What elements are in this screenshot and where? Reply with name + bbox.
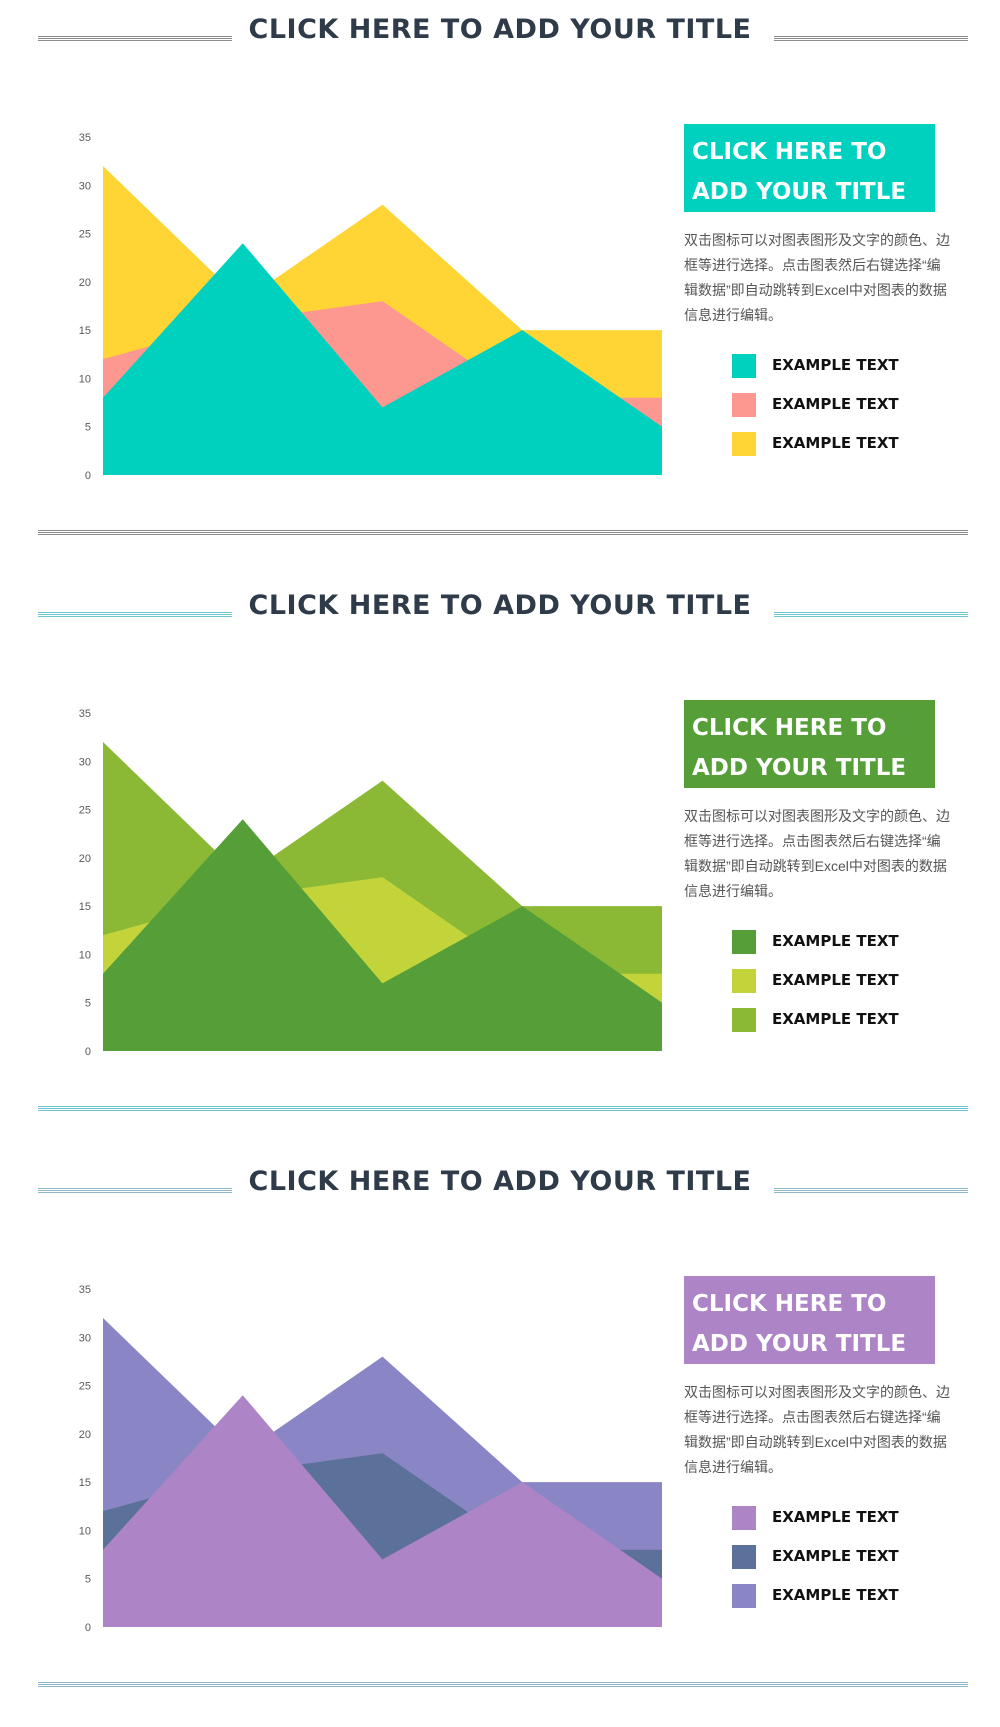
area-chart[interactable]: 0 5 10 15 20 25 30 35: [60, 696, 680, 1066]
area-series-3[interactable]: [103, 819, 662, 1051]
y-tick-label: 10: [79, 373, 91, 385]
y-tick-label: 20: [79, 277, 91, 289]
y-tick-label: 35: [79, 1284, 91, 1296]
heading-rule-right: [774, 36, 968, 41]
y-tick-label: 25: [79, 229, 91, 241]
y-tick-label: 15: [79, 1477, 91, 1489]
legend-label: EXAMPLE TEXT: [772, 356, 899, 374]
legend-label: EXAMPLE TEXT: [772, 971, 899, 989]
area-series-3[interactable]: [103, 243, 662, 475]
title-box[interactable]: CLICK HERE TO ADD YOUR TITLE: [684, 700, 935, 788]
legend-swatch: [732, 1584, 756, 1608]
chart-panel-3: CLICK HERE TO ADD YOUR TITLE 0 5 10 15 20 25 3…: [0, 1152, 1000, 1727]
legend-label: EXAMPLE TEXT: [772, 1010, 899, 1028]
area-series-3[interactable]: [103, 1395, 662, 1627]
heading-rule-left: [38, 36, 232, 41]
y-tick-label: 25: [79, 805, 91, 817]
legend-swatch: [732, 354, 756, 378]
y-tick-label: 20: [79, 853, 91, 865]
legend-swatch: [732, 432, 756, 456]
title-box[interactable]: CLICK HERE TO ADD YOUR TITLE: [684, 1276, 935, 1364]
legend-swatch: [732, 930, 756, 954]
y-tick-label: 20: [79, 1429, 91, 1441]
y-tick-label: 30: [79, 1332, 91, 1344]
y-tick-label: 5: [85, 422, 91, 434]
chart-panel-1: CLICK HERE TO ADD YOUR TITLE 0 5 10 15 20 25 3…: [0, 0, 1000, 575]
y-tick-label: 30: [79, 756, 91, 768]
description-text[interactable]: 双击图标可以对图表图形及文字的颜色、边框等进行选择。点击图表然后右键选择“编辑数…: [684, 1384, 950, 1475]
legend-label: EXAMPLE TEXT: [772, 395, 899, 413]
heading-rule-left: [38, 612, 232, 617]
legend-label: EXAMPLE TEXT: [772, 1508, 899, 1526]
legend-swatch: [732, 1506, 756, 1530]
area-chart[interactable]: 0 5 10 15 20 25 30 35: [60, 120, 680, 490]
heading-rule-left: [38, 1188, 232, 1193]
y-tick-label: 10: [79, 949, 91, 961]
chart-panel-2: CLICK HERE TO ADD YOUR TITLE 0 5 10 15 20 25 3…: [0, 576, 1000, 1151]
heading-rule-right: [774, 612, 968, 617]
y-tick-label: 0: [85, 1046, 91, 1058]
legend-swatch: [732, 1008, 756, 1032]
y-tick-label: 30: [79, 180, 91, 192]
section-divider: [38, 530, 968, 535]
description-text[interactable]: 双击图标可以对图表图形及文字的颜色、边框等进行选择。点击图表然后右键选择“编辑数…: [684, 232, 950, 323]
legend-swatch: [732, 969, 756, 993]
section-heading[interactable]: CLICK HERE TO ADD YOUR TITLE: [248, 590, 752, 621]
y-tick-label: 5: [85, 998, 91, 1010]
y-tick-label: 0: [85, 1622, 91, 1634]
area-chart[interactable]: 0 5 10 15 20 25 30 35: [60, 1272, 680, 1642]
y-tick-label: 0: [85, 470, 91, 482]
section-heading[interactable]: CLICK HERE TO ADD YOUR TITLE: [248, 1166, 752, 1197]
heading-rule-right: [774, 1188, 968, 1193]
legend-label: EXAMPLE TEXT: [772, 434, 899, 452]
y-tick-label: 15: [79, 901, 91, 913]
description-text[interactable]: 双击图标可以对图表图形及文字的颜色、边框等进行选择。点击图表然后右键选择“编辑数…: [684, 808, 950, 899]
y-tick-label: 15: [79, 325, 91, 337]
title-box[interactable]: CLICK HERE TO ADD YOUR TITLE: [684, 124, 935, 212]
section-heading[interactable]: CLICK HERE TO ADD YOUR TITLE: [248, 14, 752, 45]
y-tick-label: 5: [85, 1574, 91, 1586]
y-tick-label: 35: [79, 132, 91, 144]
legend-swatch: [732, 393, 756, 417]
y-tick-label: 10: [79, 1525, 91, 1537]
y-tick-label: 35: [79, 708, 91, 720]
section-divider: [38, 1682, 968, 1687]
legend-label: EXAMPLE TEXT: [772, 1586, 899, 1604]
legend-label: EXAMPLE TEXT: [772, 1547, 899, 1565]
section-divider: [38, 1106, 968, 1111]
legend-label: EXAMPLE TEXT: [772, 932, 899, 950]
legend-swatch: [732, 1545, 756, 1569]
y-tick-label: 25: [79, 1381, 91, 1393]
